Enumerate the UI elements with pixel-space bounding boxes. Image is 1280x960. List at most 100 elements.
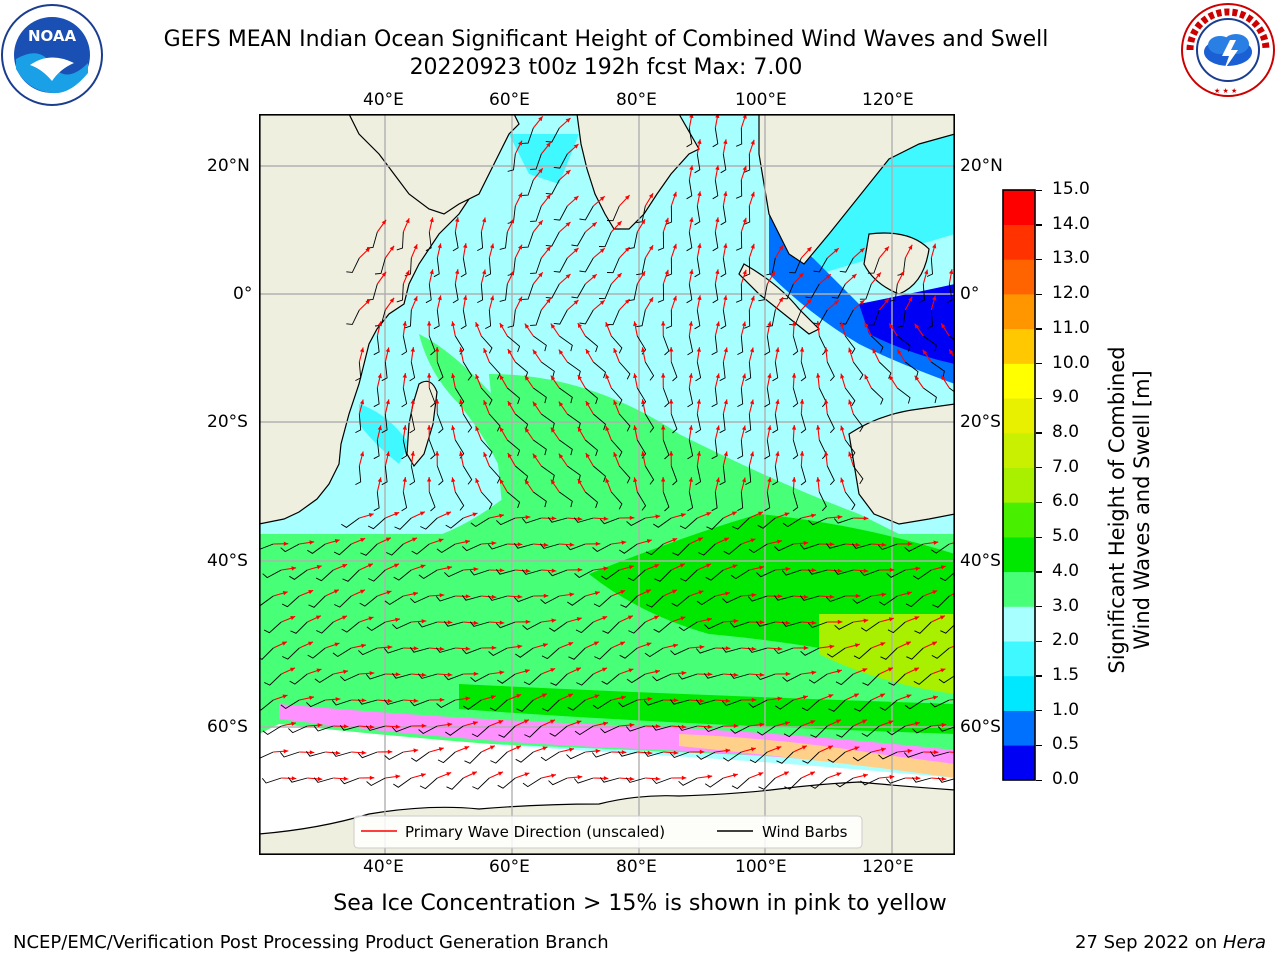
wave-direction-arrowhead	[645, 589, 651, 594]
wind-barb	[436, 543, 456, 554]
wind-barb	[545, 127, 560, 143]
wind-barb	[737, 335, 744, 356]
wave-direction-arrowhead	[620, 641, 625, 646]
colorbar-segment	[1003, 641, 1035, 677]
colorbar-segment	[1003, 224, 1035, 260]
wind-barb	[598, 231, 612, 248]
wind-barb	[606, 309, 620, 326]
wind-barb	[946, 283, 953, 304]
wave-direction-arrowhead	[672, 538, 678, 543]
wind-barb	[425, 231, 432, 252]
wind-barb	[602, 621, 620, 634]
wind-barb	[530, 153, 542, 170]
wind-barb	[859, 283, 872, 300]
wind-barb	[490, 751, 508, 764]
wave-direction-arrowhead	[803, 594, 809, 599]
wind-barb	[810, 725, 828, 738]
wave-direction-arrowhead	[594, 591, 600, 596]
wind-barb	[420, 517, 438, 530]
wind-barb	[887, 621, 906, 634]
lat-label-left: 20°N	[207, 156, 250, 176]
wave-direction-arrow	[949, 541, 955, 545]
wave-direction-arrowhead	[941, 323, 946, 329]
swh-zone-6m	[819, 614, 955, 694]
wind-barb	[672, 543, 690, 556]
wind-barb	[366, 621, 386, 632]
wave-direction-arrowhead	[731, 511, 737, 516]
wind-barb	[515, 465, 529, 483]
wind-barb	[888, 673, 906, 686]
colorbar-tick-label: 7.0	[1052, 456, 1080, 477]
wave-direction-arrowhead	[569, 592, 575, 597]
wind-barb	[574, 725, 594, 736]
wave-direction-arrowhead	[672, 191, 677, 197]
wind-barb	[736, 231, 743, 251]
wind-barb	[618, 699, 638, 708]
wave-direction-arrowhead	[291, 721, 296, 726]
wave-direction-arrowhead	[933, 540, 939, 545]
wave-direction-arrowhead	[688, 373, 693, 378]
wind-barb	[723, 543, 742, 555]
wave-direction-arrowhead	[385, 347, 390, 353]
wind-barb	[472, 777, 490, 790]
wind-barb	[428, 439, 436, 460]
wind-barb	[792, 387, 799, 408]
wave-direction-arrowhead	[661, 321, 666, 326]
wind-barb	[280, 543, 300, 553]
wind-barb	[315, 569, 334, 582]
wave-direction-arrowhead	[750, 747, 756, 752]
wind-barb	[712, 231, 719, 252]
wind-barb	[417, 673, 438, 679]
wave-direction-arrowhead	[633, 321, 638, 327]
colorbar-tick-mark	[1036, 224, 1042, 226]
wind-barb	[464, 751, 482, 764]
wave-direction-arrowhead	[725, 646, 731, 651]
wind-barb	[783, 725, 802, 738]
wave-direction-arrowhead	[758, 772, 764, 777]
wind-barb	[480, 491, 493, 510]
wind-barb	[392, 621, 412, 630]
wind-barb	[262, 569, 282, 579]
wave-direction-arrowhead	[368, 616, 374, 621]
wave-direction-arrowhead	[603, 721, 608, 726]
lon-label-top: 80°E	[616, 90, 657, 110]
wind-barb	[386, 543, 404, 556]
wind-barb	[381, 361, 388, 382]
wave-direction-arrowhead	[317, 723, 323, 728]
wind-barb	[912, 569, 932, 580]
wind-barb	[541, 413, 555, 430]
wave-direction-arrowhead	[697, 295, 702, 301]
wave-direction-arrowhead	[715, 425, 720, 431]
wind-barb	[678, 777, 698, 786]
wave-direction-arrowhead	[309, 695, 314, 700]
wave-direction-arrowhead	[803, 645, 809, 651]
wave-direction-arrowhead	[699, 698, 705, 703]
wind-barb	[567, 465, 581, 482]
wind-barb	[444, 569, 464, 578]
wave-direction-arrowhead	[725, 698, 731, 703]
lat-label-left: 0°	[233, 284, 253, 304]
wind-barb	[930, 543, 950, 554]
wave-direction-arrowhead	[697, 537, 703, 542]
wave-direction-arrowhead	[785, 671, 791, 677]
wind-barb	[825, 595, 846, 603]
wave-direction-arrowhead	[640, 219, 646, 225]
wind-barb	[617, 751, 638, 757]
wave-direction-arrowhead	[499, 427, 504, 432]
wave-direction-arrowhead	[640, 271, 646, 277]
wind-barb	[485, 257, 492, 278]
wave-direction-arrowhead	[546, 142, 551, 148]
wind-barb	[401, 491, 408, 512]
wave-direction-arrowhead	[543, 542, 549, 548]
wave-direction-arrowhead	[837, 514, 843, 520]
wind-barb	[411, 751, 430, 762]
wind-barb	[645, 543, 664, 556]
colorbar-tick-mark	[1036, 467, 1042, 469]
wind-barb	[764, 335, 771, 356]
wave-direction-arrowhead	[451, 425, 456, 431]
wave-direction-arrowhead	[777, 646, 783, 651]
wind-barb	[541, 361, 555, 378]
wave-direction-arrowhead	[932, 295, 937, 301]
wave-direction-arrowhead	[851, 274, 857, 279]
wave-direction-arrowhead	[413, 591, 418, 596]
